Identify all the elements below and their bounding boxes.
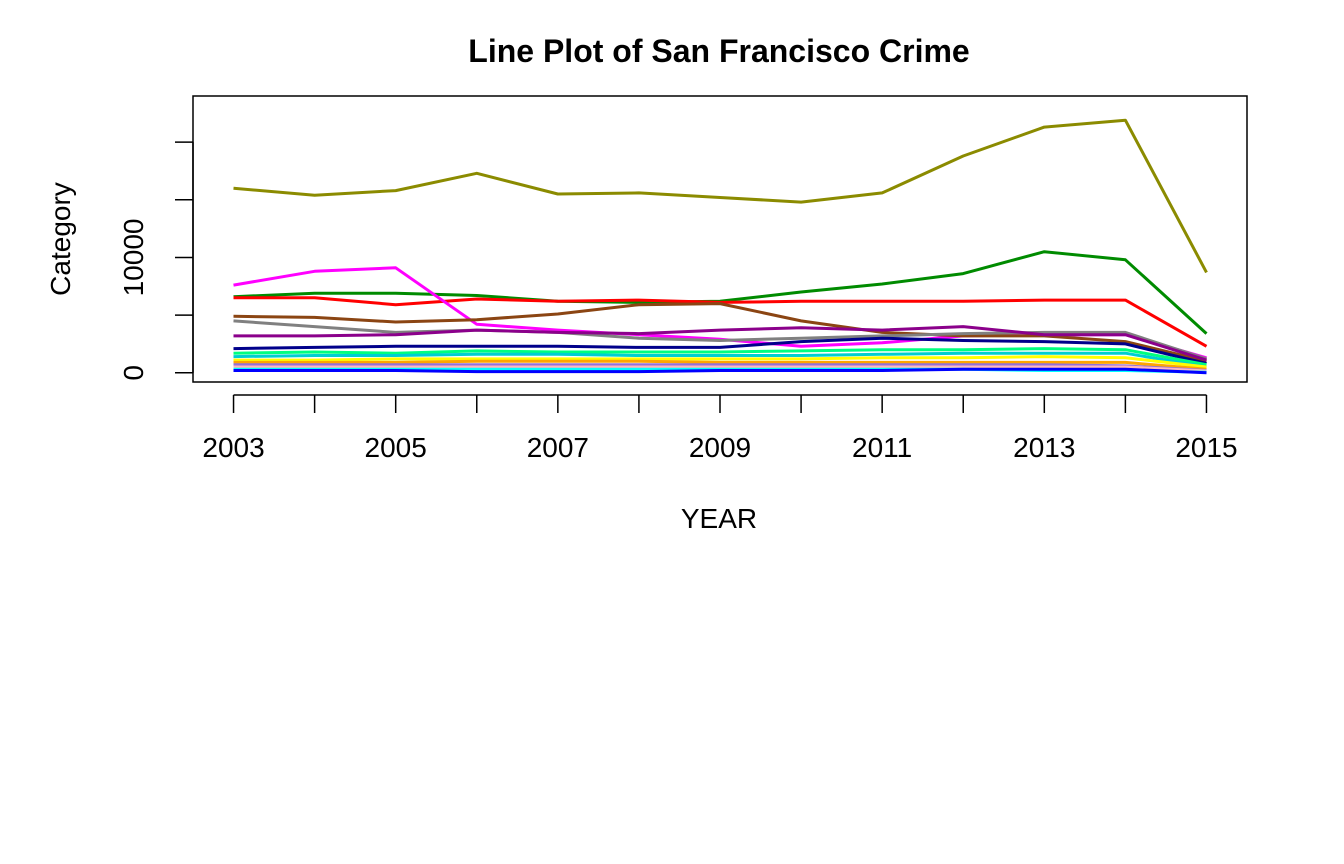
series-line-11 <box>233 355 1207 369</box>
series-line-14 <box>233 365 1207 373</box>
x-axis-label: YEAR <box>681 503 757 534</box>
x-tick-label: 2011 <box>852 432 912 463</box>
series-line-10 <box>233 351 1207 369</box>
y-axis-label: Category <box>45 182 76 296</box>
series-line-6 <box>233 319 1207 361</box>
series-line-7 <box>233 325 1207 362</box>
y-tick-label: 10000 <box>118 219 149 297</box>
chart-title: Line Plot of San Francisco Crime <box>468 33 969 69</box>
x-tick-label: 2003 <box>202 432 264 463</box>
series-line-16 <box>233 367 1207 375</box>
x-tick-label: 2007 <box>527 432 589 463</box>
y-tick-label: 0 <box>118 365 149 381</box>
series-line-9 <box>233 347 1207 367</box>
series-line-13 <box>233 363 1207 372</box>
series-line-4 <box>233 266 1207 360</box>
x-tick-label: 2015 <box>1175 432 1237 463</box>
x-tick-label: 2009 <box>689 432 751 463</box>
series-line-1 <box>233 118 1208 274</box>
x-tick-label: 2005 <box>365 432 427 463</box>
x-axis: 2003 2005 2007 2009 2011 2013 2015 <box>202 394 1238 463</box>
series-line-8 <box>233 336 1207 365</box>
series-line-12 <box>233 359 1207 371</box>
x-tick-label: 2013 <box>1013 432 1075 463</box>
y-axis: 0 10000 <box>118 141 194 381</box>
series-layer <box>233 118 1208 375</box>
